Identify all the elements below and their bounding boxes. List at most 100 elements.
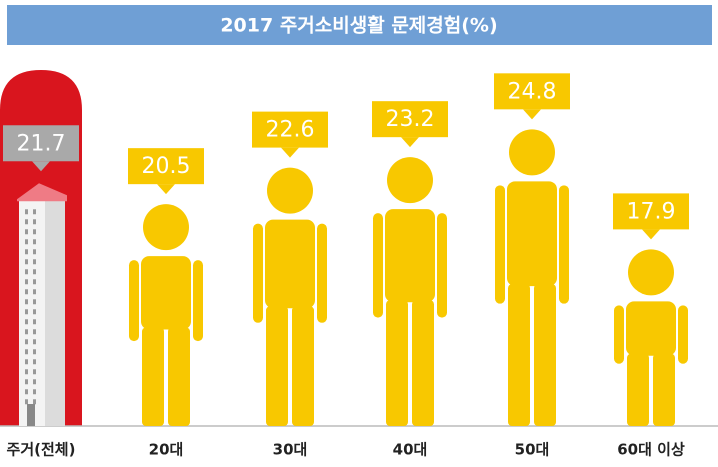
value-label-pointer (642, 229, 660, 240)
figure-arm (373, 213, 383, 318)
building-window (25, 219, 28, 225)
figure-leg (412, 300, 434, 426)
figure-leg (266, 306, 288, 426)
building-window (25, 289, 28, 295)
value-label-box (252, 111, 328, 148)
x-tick-label: 40대 (393, 441, 428, 459)
building-window (33, 299, 36, 305)
building-window (25, 239, 28, 245)
building-window (33, 249, 36, 255)
value-label: 23.2 (386, 107, 435, 132)
value-label-pointer (32, 161, 50, 172)
figure-torso (265, 219, 315, 309)
value-label-box (128, 148, 204, 185)
building-roof (17, 183, 67, 202)
building-window (33, 309, 36, 315)
building-window (33, 319, 36, 325)
figure-arm (253, 223, 263, 323)
person-figure (253, 167, 327, 426)
figure-torso (626, 301, 676, 356)
building-window (33, 359, 36, 365)
value-label-pointer (401, 137, 419, 148)
building-window (25, 279, 28, 285)
figure-leg (142, 327, 164, 426)
x-tick-label: 20대 (149, 441, 184, 459)
figure-torso (385, 209, 435, 303)
figure-leg (627, 353, 649, 426)
figure-torso (141, 256, 191, 330)
x-tick-label: 30대 (273, 441, 308, 459)
building-window (33, 329, 36, 335)
value-label: 17.9 (627, 199, 676, 224)
building-side (45, 199, 65, 426)
value-label: 24.8 (508, 79, 557, 104)
building-window (33, 349, 36, 355)
building (17, 183, 67, 426)
figure-leg (508, 284, 530, 426)
person-figure (495, 129, 569, 426)
building-window (33, 379, 36, 385)
person-figure (129, 204, 203, 426)
building-window (25, 359, 28, 365)
figure-head (143, 204, 189, 251)
building-window (25, 329, 28, 335)
figure-arm (559, 185, 569, 304)
figure-leg (386, 300, 408, 426)
x-tick-label: 주거(전체) (7, 441, 76, 459)
x-tick-label: 60대 이상 (617, 441, 685, 459)
figure-leg (653, 353, 675, 426)
building-window (33, 239, 36, 245)
figure-arm (129, 260, 139, 342)
building-window (33, 399, 36, 405)
title-bar (7, 5, 712, 45)
x-tick-label: 50대 (515, 441, 550, 459)
figure-arm (495, 185, 505, 304)
figure-arm (193, 260, 203, 342)
building-window (25, 389, 28, 395)
building-window (25, 349, 28, 355)
building-window (25, 299, 28, 305)
value-label: 21.7 (17, 131, 66, 156)
building-window (33, 339, 36, 345)
building-window (25, 379, 28, 385)
person-figure (373, 157, 447, 426)
value-label: 20.5 (142, 154, 191, 179)
value-label-pointer (281, 147, 299, 158)
building-window (25, 209, 28, 215)
building-door (27, 404, 35, 426)
chart-title: 2017 주거소비생활 문제경험(%) (220, 15, 497, 37)
value-label-box (494, 73, 570, 110)
building-window (25, 319, 28, 325)
figure-leg (292, 306, 314, 426)
value-label-box (3, 125, 79, 162)
value-label-pointer (523, 109, 541, 120)
building-window (33, 269, 36, 275)
building-window (25, 229, 28, 235)
building-window (25, 369, 28, 375)
building-window (33, 229, 36, 235)
figure-leg (534, 284, 556, 426)
figure-arm (678, 305, 688, 364)
value-label: 22.6 (266, 118, 315, 143)
building-window (33, 279, 36, 285)
value-label-box (372, 101, 448, 138)
figure-arm (614, 305, 624, 364)
figure-leg (168, 327, 190, 426)
value-label-box (613, 193, 689, 230)
building-window (33, 209, 36, 215)
figure-head (628, 249, 674, 296)
figure-head (509, 129, 555, 176)
building-window (25, 399, 28, 405)
value-label-pointer (157, 184, 175, 195)
building-window (25, 259, 28, 265)
person-figure (614, 249, 688, 426)
figure-torso (507, 181, 557, 287)
building-window (33, 369, 36, 375)
building-window (33, 289, 36, 295)
figure-arm (437, 213, 447, 318)
building-window (25, 339, 28, 345)
building-window (33, 219, 36, 225)
building-window (33, 389, 36, 395)
figure-head (387, 157, 433, 204)
